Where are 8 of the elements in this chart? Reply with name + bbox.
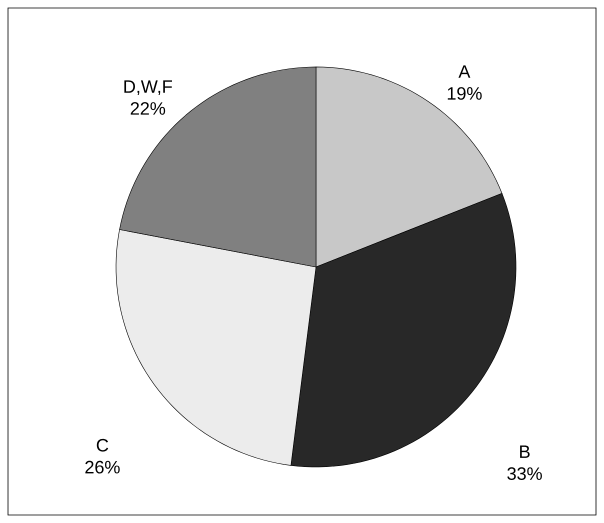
slice-label: B xyxy=(520,446,530,458)
slice-label: A xyxy=(458,65,470,78)
slice-label: C xyxy=(96,438,108,452)
slice-label: D,W,F xyxy=(124,80,172,96)
data-label: 22% xyxy=(130,102,166,115)
data-label: 33% xyxy=(507,467,542,480)
data-label: 26% xyxy=(85,460,120,474)
data-label: 19% xyxy=(448,87,482,100)
